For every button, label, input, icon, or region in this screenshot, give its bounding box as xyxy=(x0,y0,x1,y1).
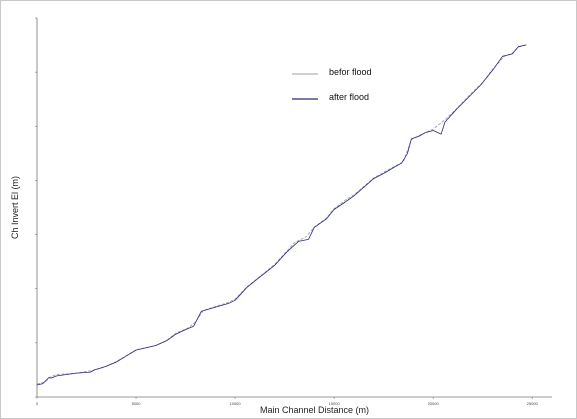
series-line-before-flood xyxy=(36,44,527,385)
x-tick-label: 0 xyxy=(36,401,39,406)
x-tick-label: 15000 xyxy=(329,401,341,406)
x-tick-label: 20000 xyxy=(428,401,440,406)
series-line-after-flood xyxy=(36,44,527,386)
y-axis-label: Ch Invert El (m) xyxy=(10,176,20,239)
legend-label-before-flood: befor flood xyxy=(329,67,372,77)
x-tick-label: 10000 xyxy=(230,401,242,406)
x-tick-label: 5000 xyxy=(132,401,142,406)
legend-label-after-flood: after flood xyxy=(329,92,369,102)
x-tick-label: 25000 xyxy=(527,401,539,406)
x-axis-label: Main Channel Distance (m) xyxy=(260,405,369,415)
